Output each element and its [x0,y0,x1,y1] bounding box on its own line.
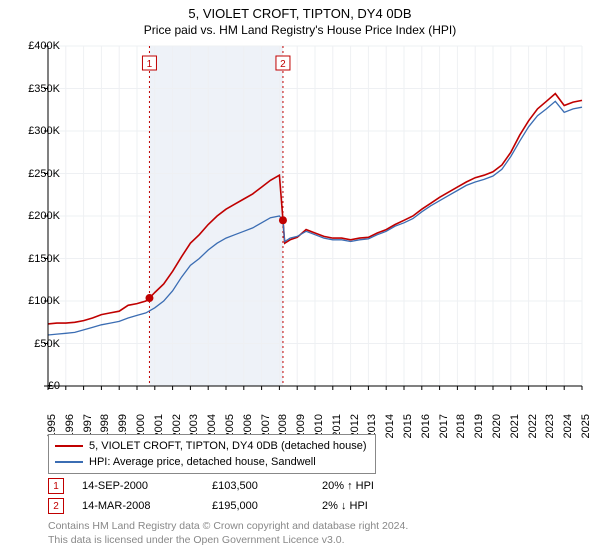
chart-title: 5, VIOLET CROFT, TIPTON, DY4 0DB [0,0,600,21]
marker-rows: 1 14-SEP-2000£103,50020% ↑ HPI 2 14-MAR-200… [48,476,422,516]
legend: 5, VIOLET CROFT, TIPTON, DY4 0DB (detach… [48,434,376,474]
marker-price: £195,000 [212,500,322,512]
y-tick-label: £100K [16,295,60,307]
marker-pct: 2% ↓ HPI [322,500,422,512]
chart-subtitle: Price paid vs. HM Land Registry's House … [0,21,600,37]
marker-date: 14-SEP-2000 [82,480,212,492]
x-tick-label: 2019 [473,414,485,444]
y-tick-label: £400K [16,40,60,52]
legend-row: HPI: Average price, detached house, Sand… [55,454,367,470]
line-chart-svg: 12 [48,46,582,386]
legend-row: 5, VIOLET CROFT, TIPTON, DY4 0DB (detach… [55,438,367,454]
x-axis-labels: 1995199619971998199920002001200220032004… [48,390,582,430]
legend-label: HPI: Average price, detached house, Sand… [89,456,316,468]
y-tick-label: £200K [16,210,60,222]
x-tick-label: 2016 [420,414,432,444]
y-tick-label: £50K [16,338,60,350]
svg-text:1: 1 [147,59,153,70]
x-tick-label: 2017 [438,414,450,444]
marker-date: 14-MAR-2008 [82,500,212,512]
x-tick-label: 2022 [527,414,539,444]
y-tick-label: £250K [16,168,60,180]
marker-badge: 2 [48,498,64,514]
legend-label: 5, VIOLET CROFT, TIPTON, DY4 0DB (detach… [89,440,367,452]
marker-pct: 20% ↑ HPI [322,480,422,492]
legend-swatch [55,445,83,447]
marker-row: 2 14-MAR-2008£195,0002% ↓ HPI [48,496,422,516]
marker-badge: 1 [48,478,64,494]
chart-plot-area: 12 [48,46,582,386]
x-tick-label: 2018 [455,414,467,444]
marker-price: £103,500 [212,480,322,492]
footer-attribution: Contains HM Land Registry data © Crown c… [48,520,408,547]
footer-line-1: Contains HM Land Registry data © Crown c… [48,520,408,534]
x-tick-label: 2023 [544,414,556,444]
x-tick-label: 2021 [509,414,521,444]
y-tick-label: £150K [16,253,60,265]
legend-swatch [55,461,83,463]
svg-text:2: 2 [280,59,286,70]
x-tick-label: 2015 [402,414,414,444]
footer-line-2: This data is licensed under the Open Gov… [48,534,408,548]
y-tick-label: £350K [16,83,60,95]
x-tick-label: 2025 [580,414,592,444]
x-tick-label: 2020 [491,414,503,444]
y-tick-label: £300K [16,125,60,137]
x-tick-label: 2014 [384,414,396,444]
x-tick-label: 2024 [562,414,574,444]
marker-row: 1 14-SEP-2000£103,50020% ↑ HPI [48,476,422,496]
